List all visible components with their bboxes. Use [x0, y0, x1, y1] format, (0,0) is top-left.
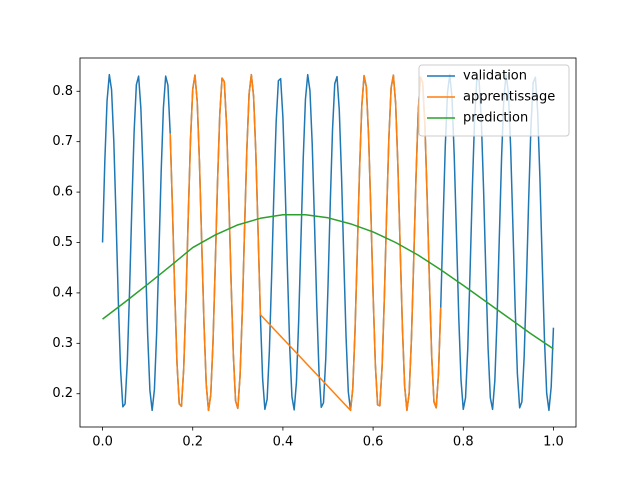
line-series — [169, 73, 442, 412]
y-tick-label: 0.8 — [52, 84, 73, 99]
y-tick-label: 0.6 — [52, 185, 73, 200]
y-tick-label: 0.5 — [52, 235, 73, 250]
legend: validation apprentissage prediction — [418, 64, 570, 137]
line-series — [102, 214, 554, 350]
y-tick-label: 0.2 — [52, 386, 73, 401]
legend-label: apprentissage — [463, 90, 555, 105]
legend-label: validation — [463, 69, 527, 84]
y-tick-label: 0.4 — [52, 285, 73, 300]
plot-frame — [79, 57, 577, 428]
x-tick-label: 0.6 — [363, 435, 384, 450]
x-tick-label: 0.8 — [453, 435, 474, 450]
y-tick-label: 0.7 — [52, 134, 73, 149]
x-tick-label: 0.2 — [182, 435, 203, 450]
x-tick-label: 1.0 — [543, 435, 564, 450]
y-tick-label: 0.3 — [52, 336, 73, 351]
legend-label: prediction — [463, 111, 528, 126]
legend-box — [418, 64, 570, 137]
x-tick-label: 0.0 — [92, 435, 113, 450]
x-tick-label: 0.4 — [273, 435, 294, 450]
